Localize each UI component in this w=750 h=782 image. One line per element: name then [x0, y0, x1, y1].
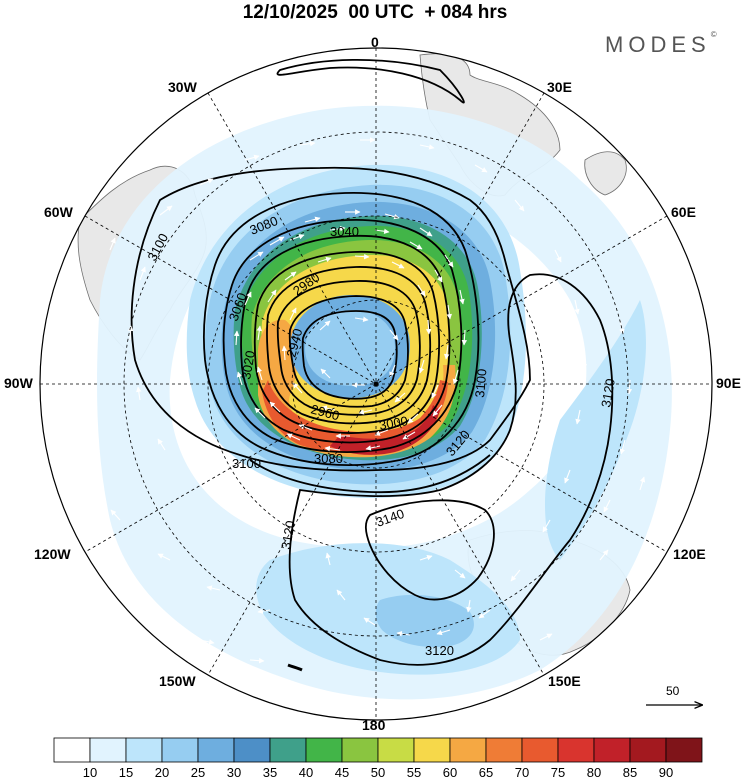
colorbar-tick-label: 90 — [658, 765, 674, 780]
contour-label: 3100 — [472, 368, 489, 398]
lon-label-150w: 150W — [159, 673, 196, 689]
colorbar-tick-label: 15 — [118, 765, 134, 780]
colorbar-swatch — [89, 737, 127, 763]
contour-label: 3120 — [425, 643, 454, 658]
map-content — [68, 53, 672, 700]
colorbar-swatch — [377, 737, 415, 763]
colorbar-tick-label: 50 — [370, 765, 386, 780]
contour-label: 3140 — [374, 506, 406, 530]
colorbar-swatch — [305, 737, 343, 763]
colorbar-swatch — [629, 737, 667, 763]
colorbar-tick-label: 85 — [622, 765, 638, 780]
contour-2980 — [276, 280, 421, 416]
shade-east-band — [545, 300, 646, 560]
colorbar-swatch — [665, 737, 703, 763]
lon-label-60e: 60E — [671, 204, 696, 220]
colorbar-swatch — [485, 737, 523, 763]
lon-label-30e: 30E — [547, 79, 572, 95]
lon-label-90e: 90E — [716, 375, 741, 391]
lon-label-30w: 30W — [168, 79, 197, 95]
contour-label: 3100 — [232, 456, 261, 471]
lon-label-120w: 120W — [34, 546, 71, 562]
lon-label-0: 0 — [371, 34, 379, 50]
contour-3120-big — [288, 273, 614, 666]
colorbar-swatch — [557, 737, 595, 763]
colorbar-swatch — [521, 737, 559, 763]
contour-label: 3020 — [238, 349, 258, 380]
colorbar-swatch — [197, 737, 235, 763]
copyright-mark: © — [710, 30, 717, 39]
colorbar-tick-label: 60 — [442, 765, 458, 780]
colorbar-tick-label: 25 — [190, 765, 206, 780]
reference-vector-label: 50 — [666, 684, 680, 698]
contour-3100-north — [276, 58, 465, 104]
colorbar-tick-label: 45 — [334, 765, 350, 780]
contour-label: 3000 — [378, 413, 409, 433]
colorbar — [53, 737, 703, 763]
contour-3100-west — [130, 166, 531, 472]
colorbar-swatch — [53, 737, 91, 763]
colorbar-swatch — [269, 737, 307, 763]
contour-2960 — [288, 295, 409, 408]
contour-3140 — [364, 499, 495, 601]
contour-label: 3120 — [598, 377, 618, 408]
madagascar-land — [584, 151, 627, 196]
contour-3000 — [266, 266, 432, 425]
contour-label: 2940 — [283, 327, 305, 359]
colorbar-swatch — [125, 737, 163, 763]
contour-small — [287, 663, 303, 672]
colorbar-tick-label: 40 — [298, 765, 314, 780]
lon-label-150e: 150E — [548, 673, 581, 689]
lon-label-60w: 60W — [44, 204, 73, 220]
wind-arrows — [68, 119, 646, 693]
chart-title: 12/10/2025 00 UTC + 084 hrs — [242, 2, 508, 23]
colorbar-tick-label: 55 — [406, 765, 422, 780]
colorbar-tick-label: 80 — [586, 765, 602, 780]
lon-label-180: 180 — [362, 717, 386, 733]
wind-shading — [97, 105, 672, 700]
colorbar-tick-label: 30 — [226, 765, 242, 780]
colorbar-tick-label: 10 — [82, 765, 98, 780]
contour-2940 — [301, 310, 398, 400]
colorbar-swatch — [161, 737, 199, 763]
contour-3040 — [240, 234, 451, 444]
colorbar-tick-label: 75 — [550, 765, 566, 780]
contour-label: 3080 — [314, 451, 343, 466]
contour-3060 — [222, 219, 463, 453]
height-contours — [130, 58, 614, 672]
modes-logo: MODES© — [605, 30, 717, 57]
map-boundary — [39, 47, 713, 721]
colorbar-tick-label: 70 — [514, 765, 530, 780]
colorbar-tick-label: 65 — [478, 765, 494, 780]
colorbar-swatch — [233, 737, 271, 763]
contour-3100-south — [249, 454, 491, 494]
colorbar-swatch — [413, 737, 451, 763]
contour-label: 2960 — [309, 401, 341, 423]
south-pole-dot — [373, 381, 379, 387]
lon-label-120e: 120E — [673, 546, 706, 562]
shade-outer — [97, 105, 672, 700]
lon-label-90w: 90W — [4, 375, 33, 391]
shade-inner-core — [305, 310, 395, 386]
contour-label: 3040 — [330, 224, 359, 239]
colorbar-swatch — [341, 737, 379, 763]
contour-label: 3120 — [278, 519, 298, 550]
colorbar-tick-label: 20 — [154, 765, 170, 780]
colorbar-swatch — [449, 737, 487, 763]
colorbar-swatch — [593, 737, 631, 763]
colorbar-tick-label: 35 — [262, 765, 278, 780]
contour-3080 — [203, 192, 480, 467]
